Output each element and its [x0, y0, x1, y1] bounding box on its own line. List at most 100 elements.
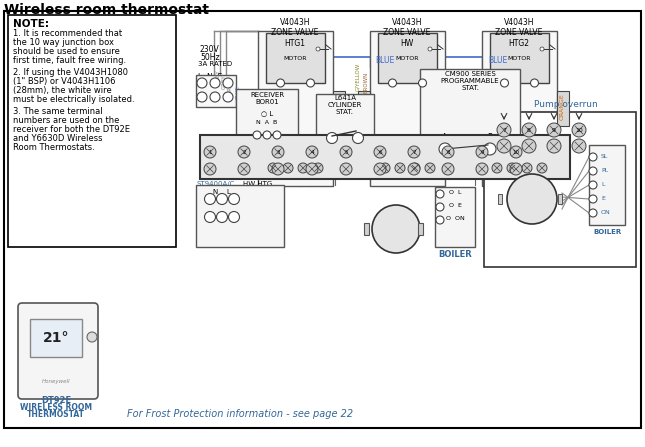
Circle shape	[436, 190, 444, 198]
Circle shape	[419, 79, 426, 87]
Text: 7: 7	[502, 127, 506, 132]
Circle shape	[507, 174, 557, 224]
Text: O  L: O L	[449, 190, 461, 195]
Text: numbers are used on the: numbers are used on the	[13, 116, 119, 125]
Circle shape	[484, 143, 496, 155]
Text: CM900 SERIES
PROGRAMMABLE
STAT.: CM900 SERIES PROGRAMMABLE STAT.	[441, 71, 499, 91]
Circle shape	[497, 139, 511, 153]
Text: should be used to ensure: should be used to ensure	[13, 47, 120, 56]
Circle shape	[537, 163, 547, 173]
Bar	[246, 91, 258, 126]
Text: ORANGE: ORANGE	[459, 76, 464, 99]
Text: ORANGE: ORANGE	[559, 93, 564, 120]
Text: 9: 9	[552, 127, 556, 132]
Text: must be electrically isolated.: must be electrically isolated.	[13, 95, 135, 104]
Text: 3. The same terminal: 3. The same terminal	[13, 107, 103, 116]
Text: WIRELESS ROOM: WIRELESS ROOM	[20, 403, 92, 412]
Text: 230V: 230V	[200, 45, 220, 54]
Text: ST9400A/C: ST9400A/C	[197, 181, 235, 187]
Text: BLUE: BLUE	[488, 56, 507, 65]
Circle shape	[238, 163, 250, 175]
Circle shape	[572, 139, 586, 153]
Bar	[482, 31, 557, 186]
Text: L: L	[601, 182, 604, 187]
Circle shape	[204, 163, 216, 175]
Text: For Frost Protection information - see page 22: For Frost Protection information - see p…	[127, 409, 353, 419]
Bar	[484, 112, 636, 267]
Circle shape	[87, 332, 97, 342]
Text: ON: ON	[601, 211, 611, 215]
Circle shape	[217, 194, 228, 204]
Text: L641A
CYLINDER
STAT.: L641A CYLINDER STAT.	[328, 95, 362, 115]
Text: DT92E: DT92E	[41, 396, 71, 405]
Text: Room Thermostats.: Room Thermostats.	[13, 143, 95, 152]
Circle shape	[436, 203, 444, 211]
Text: V4043H
ZONE VALVE
HTG1: V4043H ZONE VALVE HTG1	[272, 18, 319, 48]
Bar	[498, 194, 502, 204]
Text: Pump overrun: Pump overrun	[534, 100, 598, 109]
Circle shape	[442, 146, 454, 158]
Circle shape	[273, 131, 281, 139]
Text: ORANGE: ORANGE	[470, 80, 475, 104]
Circle shape	[425, 163, 435, 173]
Text: BOILER: BOILER	[593, 229, 621, 235]
Bar	[358, 91, 370, 126]
Bar	[364, 223, 369, 235]
Circle shape	[510, 146, 522, 158]
Circle shape	[272, 146, 284, 158]
Circle shape	[374, 163, 386, 175]
Text: 1: 1	[208, 149, 212, 155]
Circle shape	[497, 123, 511, 137]
Text: BOILER: BOILER	[438, 250, 472, 259]
Circle shape	[272, 163, 284, 175]
Text: N: N	[212, 189, 217, 195]
Circle shape	[353, 132, 364, 143]
Circle shape	[436, 216, 444, 224]
Bar	[258, 31, 333, 186]
Circle shape	[492, 163, 502, 173]
Circle shape	[228, 194, 239, 204]
Circle shape	[540, 47, 544, 51]
Circle shape	[253, 131, 261, 139]
Bar	[236, 89, 298, 149]
Bar	[370, 31, 445, 186]
Text: O  E: O E	[448, 203, 461, 208]
Text: V4043H
ZONE VALVE
HW: V4043H ZONE VALVE HW	[383, 18, 431, 48]
Text: (28mm), the white wire: (28mm), the white wire	[13, 86, 112, 95]
Text: 8: 8	[446, 149, 450, 155]
Circle shape	[522, 123, 536, 137]
Text: 2. If using the V4043H1080: 2. If using the V4043H1080	[13, 68, 128, 77]
Bar	[490, 33, 549, 83]
Circle shape	[316, 47, 320, 51]
Circle shape	[476, 146, 488, 158]
Circle shape	[589, 153, 597, 161]
Circle shape	[372, 205, 420, 253]
Circle shape	[210, 92, 220, 102]
Text: MOTOR: MOTOR	[396, 55, 419, 60]
Circle shape	[547, 123, 561, 137]
Text: 2: 2	[243, 149, 246, 155]
Text: B: B	[488, 132, 493, 142]
Text: N E L: N E L	[387, 223, 405, 228]
Circle shape	[408, 163, 420, 175]
Circle shape	[589, 209, 597, 217]
Text: BROWN: BROWN	[244, 86, 248, 108]
Text: N  A  B: N A B	[256, 119, 277, 125]
Circle shape	[374, 146, 386, 158]
Text: GREY: GREY	[215, 70, 221, 84]
Circle shape	[439, 143, 451, 155]
Text: 50Hz: 50Hz	[200, 53, 220, 62]
Bar	[316, 94, 374, 149]
Text: 3: 3	[276, 149, 280, 155]
FancyBboxPatch shape	[18, 303, 98, 399]
Circle shape	[197, 92, 207, 102]
Text: G/YELLOW: G/YELLOW	[475, 83, 481, 111]
Circle shape	[408, 146, 420, 158]
Text: E: E	[601, 197, 605, 202]
Text: THERMOSTAT: THERMOSTAT	[27, 410, 85, 419]
Circle shape	[388, 79, 397, 87]
Circle shape	[522, 139, 536, 153]
Text: N  E  L: N E L	[522, 191, 542, 197]
Text: BLUE: BLUE	[375, 56, 394, 65]
Text: BROWN: BROWN	[482, 91, 488, 113]
